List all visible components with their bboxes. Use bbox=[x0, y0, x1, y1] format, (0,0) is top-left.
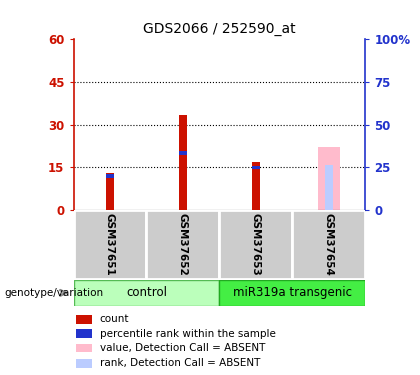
Bar bbox=[147, 210, 220, 279]
Text: GSM37651: GSM37651 bbox=[105, 213, 115, 276]
Text: GSM37653: GSM37653 bbox=[251, 213, 261, 276]
Bar bbox=[220, 210, 292, 279]
Bar bbox=[76, 315, 92, 324]
Bar bbox=[318, 147, 340, 210]
Bar bbox=[105, 173, 114, 210]
Bar bbox=[74, 210, 147, 279]
Bar bbox=[178, 152, 187, 155]
Text: control: control bbox=[126, 286, 167, 299]
Bar bbox=[178, 115, 187, 210]
Bar bbox=[74, 280, 220, 306]
Text: GSM37652: GSM37652 bbox=[178, 213, 188, 276]
Bar bbox=[252, 166, 260, 169]
Text: percentile rank within the sample: percentile rank within the sample bbox=[100, 329, 276, 339]
Text: value, Detection Call = ABSENT: value, Detection Call = ABSENT bbox=[100, 343, 265, 353]
Text: rank, Detection Call = ABSENT: rank, Detection Call = ABSENT bbox=[100, 358, 260, 368]
Text: GSM37654: GSM37654 bbox=[324, 213, 334, 276]
Text: count: count bbox=[100, 314, 129, 324]
Text: miR319a transgenic: miR319a transgenic bbox=[233, 286, 352, 299]
Bar bbox=[76, 330, 92, 338]
Bar bbox=[105, 174, 114, 178]
Text: genotype/variation: genotype/variation bbox=[4, 288, 103, 298]
Bar bbox=[76, 359, 92, 368]
Bar bbox=[76, 344, 92, 352]
Bar bbox=[220, 280, 365, 306]
Title: GDS2066 / 252590_at: GDS2066 / 252590_at bbox=[143, 22, 296, 36]
Bar bbox=[325, 165, 333, 210]
Bar bbox=[252, 162, 260, 210]
Bar bbox=[292, 210, 365, 279]
